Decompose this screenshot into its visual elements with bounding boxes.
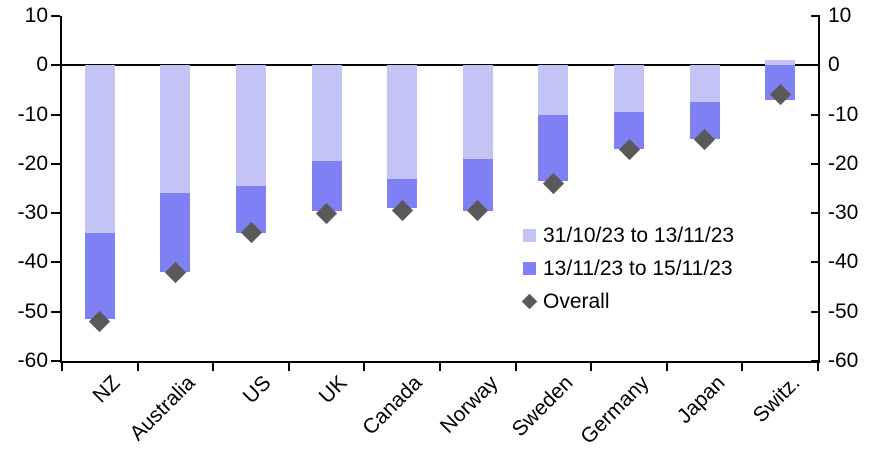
bar-segment-period1 bbox=[311, 65, 342, 162]
bar-segment-period1 bbox=[614, 65, 644, 113]
bar-segment-period1 bbox=[236, 65, 266, 187]
y-tick-label-right: -50 bbox=[828, 299, 859, 323]
legend-item-period1: 31/10/23 to 13/11/23 bbox=[523, 219, 734, 252]
legend-label-period1: 31/10/23 to 13/11/23 bbox=[543, 223, 735, 247]
x-tick bbox=[136, 363, 139, 371]
y-tick-label-left: -10 bbox=[17, 102, 48, 126]
y-tick-right bbox=[811, 113, 820, 116]
y-tick-label-left: -30 bbox=[17, 201, 48, 225]
x-tick bbox=[61, 363, 63, 371]
x-tick bbox=[817, 363, 819, 371]
x-axis-label: US bbox=[238, 371, 276, 409]
bar-segment-period2 bbox=[84, 232, 115, 320]
y-tick-label-right: -10 bbox=[828, 102, 859, 126]
x-tick bbox=[212, 363, 215, 371]
x-tick bbox=[741, 363, 744, 371]
x-tick bbox=[665, 363, 668, 371]
y-tick-left bbox=[51, 15, 60, 17]
y-tick-right bbox=[811, 261, 820, 264]
y-tick-label-left: -20 bbox=[17, 151, 48, 175]
y-tick-left bbox=[51, 360, 60, 362]
bar-segment-period1 bbox=[160, 65, 191, 194]
bar-segment-period1 bbox=[84, 65, 115, 233]
bar-segment-period2 bbox=[538, 114, 569, 182]
x-axis-label: Switz. bbox=[748, 371, 805, 428]
y-tick-label-left: -40 bbox=[17, 250, 48, 274]
chart-legend: 31/10/23 to 13/11/23 13/11/23 to 15/11/2… bbox=[521, 219, 734, 318]
legend-diamond-icon bbox=[521, 293, 538, 310]
y-tick-right bbox=[811, 162, 820, 165]
y-axis-left bbox=[60, 16, 62, 363]
y-tick-left bbox=[51, 64, 60, 67]
bar-segment-period1 bbox=[689, 65, 720, 103]
y-tick-label-right: 0 bbox=[828, 53, 840, 77]
bar-segment-period2 bbox=[311, 161, 342, 211]
legend-item-period2: 13/11/23 to 15/11/23 bbox=[523, 252, 734, 285]
y-tick-label-left: 0 bbox=[36, 53, 48, 77]
y-tick-label-right: -40 bbox=[828, 250, 859, 274]
bar-segment-period2 bbox=[160, 193, 191, 273]
bar-segment-period1 bbox=[387, 65, 418, 179]
x-tick bbox=[590, 363, 593, 371]
legend-label-overall: Overall bbox=[543, 289, 610, 313]
y-tick-label-left: -50 bbox=[17, 299, 48, 323]
x-axis-label: UK bbox=[314, 371, 352, 409]
x-tick bbox=[363, 363, 366, 371]
x-axis-label: Australia bbox=[125, 371, 200, 446]
y-tick-left bbox=[51, 162, 60, 165]
y-tick-right bbox=[811, 310, 820, 313]
y-tick-label-right: -20 bbox=[828, 151, 859, 175]
x-axis-label: Japan bbox=[672, 371, 730, 429]
x-tick bbox=[287, 363, 290, 371]
x-axis bbox=[60, 361, 820, 363]
x-axis-label: NZ bbox=[88, 371, 125, 408]
legend-item-overall: Overall bbox=[521, 285, 734, 318]
y-tick-left bbox=[51, 261, 60, 264]
y-tick-left bbox=[51, 113, 60, 116]
y-tick-label-left: -60 bbox=[17, 349, 48, 372]
y-tick-label-left: 10 bbox=[24, 4, 48, 27]
legend-swatch-period1-icon bbox=[523, 229, 536, 242]
legend-swatch-period2-icon bbox=[523, 262, 536, 275]
bar-segment-period1 bbox=[765, 60, 796, 66]
x-axis-label: Norway bbox=[435, 371, 503, 438]
y-axis-right bbox=[818, 16, 820, 363]
x-axis-label: Canada bbox=[358, 371, 427, 440]
y-tick-right bbox=[811, 360, 820, 362]
y-tick-label-right: -30 bbox=[828, 201, 859, 225]
y-tick-label-right: 10 bbox=[828, 4, 852, 27]
x-axis-label: Germany bbox=[576, 371, 654, 449]
y-tick-right bbox=[811, 15, 820, 17]
x-tick bbox=[439, 363, 441, 371]
bar-segment-period1 bbox=[462, 65, 493, 159]
y-tick-right bbox=[811, 212, 820, 215]
x-tick bbox=[514, 363, 517, 371]
y-tick-right bbox=[811, 64, 820, 67]
y-tick-left bbox=[51, 212, 60, 215]
legend-label-period2: 13/11/23 to 15/11/23 bbox=[543, 256, 733, 280]
y-tick-label-right: -60 bbox=[828, 349, 859, 372]
y-tick-left bbox=[51, 310, 60, 313]
zero-line bbox=[62, 64, 818, 67]
bar-segment-period1 bbox=[538, 65, 569, 115]
x-axis-label: Sweden bbox=[508, 371, 578, 442]
